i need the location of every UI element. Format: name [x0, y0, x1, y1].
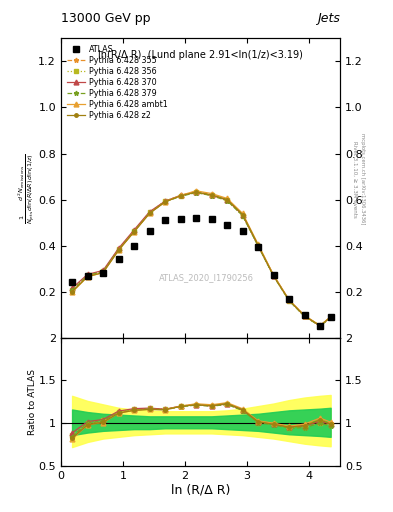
- Text: 13000 GeV pp: 13000 GeV pp: [61, 12, 151, 26]
- Legend: ATLAS, Pythia 6.428 355, Pythia 6.428 356, Pythia 6.428 370, Pythia 6.428 379, P: ATLAS, Pythia 6.428 355, Pythia 6.428 35…: [65, 42, 170, 122]
- X-axis label: ln (R/Δ R): ln (R/Δ R): [171, 483, 230, 497]
- Y-axis label: $\frac{1}{N_{\mathrm{jets}}}\frac{d^2 N_{\mathrm{emissions}}}{d\ln(R/\Delta R)\,: $\frac{1}{N_{\mathrm{jets}}}\frac{d^2 N_…: [16, 153, 37, 224]
- Text: mcplots.cern.ch [arXiv:1306.3436]: mcplots.cern.ch [arXiv:1306.3436]: [360, 134, 365, 225]
- Text: ln(R/Δ R)  (Lund plane 2.91<ln(1/z)<3.19): ln(R/Δ R) (Lund plane 2.91<ln(1/z)<3.19): [98, 50, 303, 60]
- Text: Jets: Jets: [317, 12, 340, 26]
- Y-axis label: Ratio to ATLAS: Ratio to ATLAS: [28, 369, 37, 435]
- Text: ATLAS_2020_I1790256: ATLAS_2020_I1790256: [158, 273, 253, 282]
- Text: Rivet 3.1.10, ≥ 3.3M events: Rivet 3.1.10, ≥ 3.3M events: [352, 141, 357, 218]
